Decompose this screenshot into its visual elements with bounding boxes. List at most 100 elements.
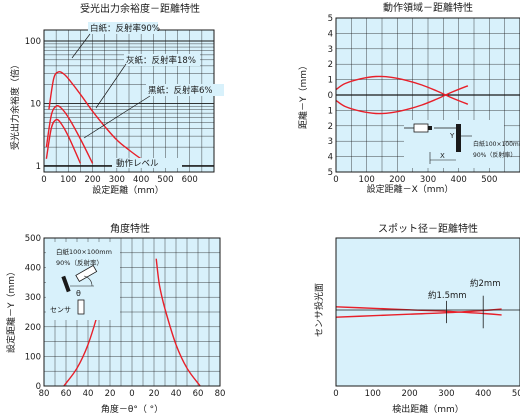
chart-3-ytick: 500 bbox=[25, 234, 41, 244]
chart-4-frame bbox=[335, 237, 520, 387]
chart-1-xtick: 200 bbox=[84, 175, 100, 185]
chart-1-annotation-white: 白紙：反射率90% bbox=[71, 22, 160, 59]
chart-2-ytick: 2 bbox=[328, 122, 333, 132]
target-plate bbox=[61, 275, 71, 293]
chart-1-xtick: 100 bbox=[60, 175, 76, 185]
chart-1-series bbox=[45, 70, 154, 167]
svg-text:90%（反射率）: 90%（反射率） bbox=[473, 151, 516, 159]
chart-2-series-1 bbox=[336, 85, 469, 115]
chart-4-xtick: 400 bbox=[475, 389, 491, 399]
chart-1: 0 100 200 300 400 500 600 1 10 100 受光出力余裕度－距離特性 設… bbox=[9, 2, 224, 196]
svg-text:灰紙：反射率18%: 灰紙：反射率18% bbox=[126, 55, 196, 66]
chart-2-ytick: 3 bbox=[328, 45, 333, 55]
chart-2-ytick: 3 bbox=[328, 137, 333, 147]
chart-1-ylabel: 受光出力余裕度（倍） bbox=[9, 60, 21, 150]
chart-3-series-1 bbox=[155, 258, 201, 386]
svg-text:θ: θ bbox=[76, 289, 81, 298]
chart-4-annotation-2: 約2mm bbox=[470, 278, 500, 289]
chart-3-ytick: 0 bbox=[36, 382, 41, 392]
chart-2-xtick: 200 bbox=[389, 175, 405, 185]
chart-3-ytick: 300 bbox=[25, 293, 41, 303]
svg-text:90%（反射率）: 90%（反射率） bbox=[56, 258, 103, 267]
sensor-icon bbox=[413, 123, 429, 133]
svg-text:黒紙：反射率6%: 黒紙：反射率6% bbox=[148, 85, 213, 96]
chart-3-xtick: 40 bbox=[83, 389, 94, 399]
chart-3-ytick: 100 bbox=[25, 352, 41, 362]
svg-text:白紙100×100mm: 白紙100×100mm bbox=[56, 247, 112, 256]
chart-3-ytick: 200 bbox=[25, 323, 41, 333]
svg-text:センサ: センサ bbox=[50, 306, 71, 314]
chart-2-xlabel: 設定距離－X（mm） bbox=[367, 183, 454, 195]
chart-4-ylabel: センサ投光面 bbox=[313, 283, 325, 337]
chart-3-xlabel: 角度－θ°（ °） bbox=[101, 403, 163, 415]
chart-1-series-1 bbox=[45, 105, 94, 164]
chart-4-xtick: 0 bbox=[333, 389, 338, 399]
chart-1-title: 受光出力余裕度－距離特性 bbox=[80, 2, 200, 15]
chart-2-inset: Y 白紙100×100mm 90%（反射率） X bbox=[404, 120, 520, 168]
chart-1-xtick: 600 bbox=[182, 175, 198, 185]
chart-1-xtick: 400 bbox=[133, 175, 149, 185]
chart-1-xlabel: 設定距離（mm） bbox=[92, 184, 164, 196]
chart-3-xtick: 80 bbox=[215, 389, 226, 399]
chart-4-xlabel: 検出距離（mm） bbox=[392, 403, 464, 415]
chart-2-xtick: 100 bbox=[359, 175, 375, 185]
chart-1-annotation-black: 黒紙：反射率6% bbox=[83, 84, 224, 139]
chart-4-plot-area bbox=[336, 238, 520, 386]
chart-1-annotation-operating-level: 動作レベル bbox=[112, 158, 182, 169]
chart-2-xtick: 400 bbox=[451, 175, 467, 185]
chart-4-series-0 bbox=[336, 306, 502, 316]
chart-2-ylabel: 距離－Y（mm） bbox=[297, 61, 309, 129]
svg-text:Y: Y bbox=[449, 132, 455, 140]
chart-2-series-0 bbox=[336, 75, 469, 105]
chart-1-xtick: 500 bbox=[157, 175, 173, 185]
chart-4-xtick: 500 bbox=[512, 389, 520, 399]
chart-1-xtick: 300 bbox=[109, 175, 125, 185]
svg-text:動作レベル: 動作レベル bbox=[116, 158, 159, 169]
chart-2-ytick: 5 bbox=[328, 168, 333, 178]
chart-4-tick-labels: 0 100 200 300 400 500 bbox=[333, 389, 520, 399]
chart-2-xtick: 0 bbox=[333, 175, 338, 185]
chart-3-frame bbox=[43, 237, 221, 387]
chart-3-xtick: 60 bbox=[61, 389, 72, 399]
svg-text:白紙：反射率90%: 白紙：反射率90% bbox=[90, 23, 160, 34]
chart-2-ytick: 0 bbox=[328, 91, 333, 101]
chart-2-ytick: 4 bbox=[328, 153, 333, 163]
chart-1-series-2 bbox=[45, 118, 82, 164]
chart-2-xtick: 300 bbox=[420, 175, 436, 185]
chart-1-ytick: 100 bbox=[25, 37, 41, 47]
chart-4-xtick: 200 bbox=[401, 389, 417, 399]
sensor-icon bbox=[75, 264, 98, 283]
chart-4-xtick: 100 bbox=[365, 389, 381, 399]
chart-1-annotation-gray: 灰紙：反射率18% bbox=[95, 54, 200, 109]
chart-1-tick-labels: 0 100 200 300 400 500 600 1 10 100 bbox=[25, 37, 198, 185]
chart-2-tick-labels: 0 100 200 300 400 500 5 4 3 2 1 0 1 2 3 4 5 bbox=[328, 14, 498, 185]
chart-3-inset: 白紙100×100mm 90%（反射率） θ センサ bbox=[46, 242, 120, 320]
chart-4: 0 100 200 300 400 500 スポット径－距離特性 検出距離（mm） センサ… bbox=[313, 222, 520, 415]
chart-2-title: 動作領域－距離特性 bbox=[383, 1, 473, 14]
chart-2-ytick: 5 bbox=[328, 14, 333, 24]
chart-1-ytick: 10 bbox=[30, 99, 41, 109]
chart-2-ytick: 1 bbox=[328, 76, 333, 86]
chart-4-title: スポット径－距離特性 bbox=[378, 222, 478, 235]
chart-1-xtick: 0 bbox=[41, 175, 46, 185]
chart-1-series-0 bbox=[48, 70, 154, 167]
chart-1-ytick: 1 bbox=[36, 162, 41, 172]
chart-3-ytick: 400 bbox=[25, 264, 41, 274]
chart-3-xtick: 40 bbox=[171, 389, 182, 399]
chart-3-xtick: 60 bbox=[193, 389, 204, 399]
chart-2-xtick: 500 bbox=[481, 175, 497, 185]
chart-3-xtick: 20 bbox=[149, 389, 160, 399]
chart-3-xtick: 20 bbox=[105, 389, 116, 399]
chart-3-xtick: 80 bbox=[39, 389, 50, 399]
chart-2-series bbox=[336, 75, 469, 115]
chart-2-frame bbox=[335, 17, 520, 173]
chart-4-xtick: 300 bbox=[438, 389, 454, 399]
chart-2-ytick: 1 bbox=[328, 106, 333, 116]
svg-text:白紙100×100mm: 白紙100×100mm bbox=[473, 140, 520, 148]
chart-2: 0 100 200 300 400 500 5 4 3 2 1 0 1 2 3 4 5 動作領域－距離特性 設定… bbox=[297, 1, 520, 195]
target-plate bbox=[456, 124, 461, 152]
chart-2-ytick: 2 bbox=[328, 60, 333, 70]
